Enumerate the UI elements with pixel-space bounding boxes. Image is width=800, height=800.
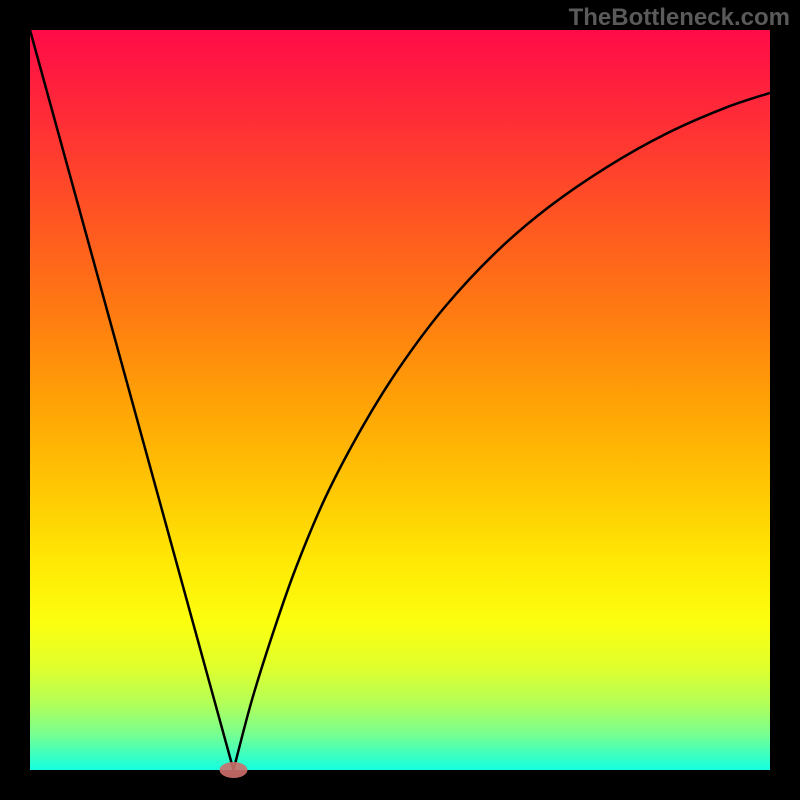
optimal-point-marker [220,762,248,778]
chart-container: TheBottleneck.com [0,0,800,800]
bottleneck-chart [0,0,800,800]
watermark-text: TheBottleneck.com [569,4,790,32]
gradient-background [30,30,770,770]
